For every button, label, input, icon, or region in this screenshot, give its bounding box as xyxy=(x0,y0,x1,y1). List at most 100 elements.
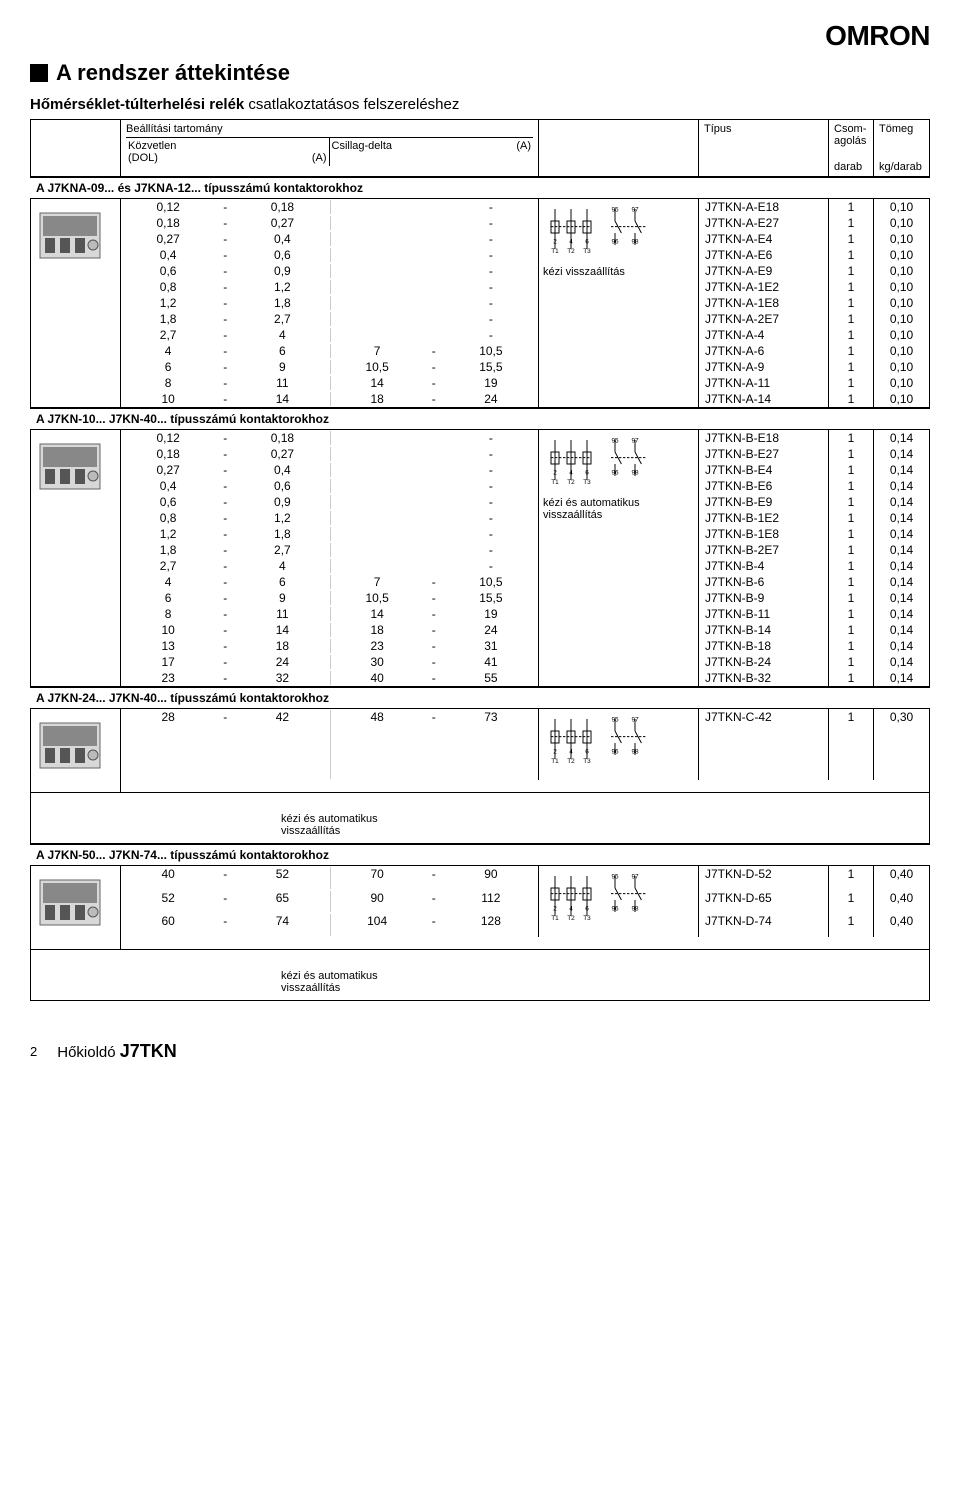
weight-cell: 0,14 xyxy=(874,670,929,686)
product-name: Hőkioldó J7TKN xyxy=(57,1041,177,1062)
weight-cell: 0,14 xyxy=(874,542,929,558)
weight-cell: 0,14 xyxy=(874,622,929,638)
pkg-cell: 1 xyxy=(829,542,874,558)
hdr-type: Típus xyxy=(699,120,829,176)
range-cell: 0,6-0,9- xyxy=(121,494,539,510)
brand-logo: OMRON xyxy=(30,20,930,52)
pkg-cell: 1 xyxy=(829,199,874,215)
range-cell: 0,27-0,4- xyxy=(121,231,539,247)
svg-text:T3: T3 xyxy=(583,915,591,922)
section-label: A J7KNA-09... és J7KNA-12... típusszámú … xyxy=(30,177,930,199)
section-label: A J7KN-10... J7KN-40... típusszámú konta… xyxy=(30,408,930,430)
weight-cell: 0,14 xyxy=(874,526,929,542)
type-cell: J7TKN-B-E4 xyxy=(699,462,829,478)
weight-cell: 0,10 xyxy=(874,391,929,407)
page-footer: 2 Hőkioldó J7TKN xyxy=(30,1041,930,1062)
svg-text:T2: T2 xyxy=(567,479,575,486)
svg-text:95: 95 xyxy=(611,437,619,444)
weight-cell: 0,10 xyxy=(874,343,929,359)
range-cell: 13-1823-31 xyxy=(121,638,539,654)
pkg-cell: 1 xyxy=(829,866,874,890)
pkg-cell: 1 xyxy=(829,343,874,359)
type-cell: J7TKN-B-1E2 xyxy=(699,510,829,526)
range-cell: 17-2430-41 xyxy=(121,654,539,670)
pkg-cell: 1 xyxy=(829,391,874,407)
weight-cell: 0,14 xyxy=(874,510,929,526)
section-label: A J7KN-24... J7KN-40... típusszámú konta… xyxy=(30,687,930,709)
table-header: Beállítási tartomány Közvetlen (DOL) (A)… xyxy=(30,119,930,177)
svg-text:98: 98 xyxy=(631,748,639,755)
pkg-cell: 1 xyxy=(829,215,874,231)
hdr-sd: Csillag-delta xyxy=(332,140,393,152)
hdr-wt: Tömeg xyxy=(879,123,924,135)
weight-cell: 0,14 xyxy=(874,462,929,478)
svg-text:T3: T3 xyxy=(583,479,591,486)
svg-text:T2: T2 xyxy=(567,758,575,765)
weight-cell: 0,14 xyxy=(874,446,929,462)
weight-cell: 0,10 xyxy=(874,311,929,327)
type-cell: J7TKN-A-E9 xyxy=(699,263,829,279)
pkg-cell: 1 xyxy=(829,446,874,462)
section-label: A J7KN-50... J7KN-74... típusszámú konta… xyxy=(30,844,930,866)
diagram-label-below: kézi és automatikus visszaállítás xyxy=(30,950,930,1001)
product-image-cell xyxy=(31,430,121,686)
type-cell: J7TKN-B-E18 xyxy=(699,430,829,446)
section-body: 0,12-0,18- 9597 246 9698 T1T2T3 kézi és … xyxy=(30,430,930,687)
hdr-wt-unit: kg/darab xyxy=(879,161,924,173)
product-image-cell xyxy=(31,866,121,949)
pkg-cell: 1 xyxy=(829,526,874,542)
range-cell: 0,4-0,6- xyxy=(121,478,539,494)
type-cell: J7TKN-B-1E8 xyxy=(699,526,829,542)
range-cell: 10-1418-24 xyxy=(121,622,539,638)
weight-cell: 0,10 xyxy=(874,263,929,279)
circuit-diagram: 9597 246 9698 T1T2T3 xyxy=(543,713,663,773)
type-cell: J7TKN-B-2E7 xyxy=(699,542,829,558)
type-cell: J7TKN-B-4 xyxy=(699,558,829,574)
svg-text:95: 95 xyxy=(611,206,619,213)
pkg-cell: 1 xyxy=(829,494,874,510)
pkg-cell: 1 xyxy=(829,359,874,375)
weight-cell: 0,30 xyxy=(874,709,929,780)
svg-text:6: 6 xyxy=(585,905,589,912)
type-cell: J7TKN-A-E6 xyxy=(699,247,829,263)
range-cell: 6-910,5-15,5 xyxy=(121,359,539,375)
type-cell: J7TKN-B-6 xyxy=(699,574,829,590)
svg-text:98: 98 xyxy=(631,469,639,476)
type-cell: J7TKN-B-18 xyxy=(699,638,829,654)
type-cell: J7TKN-B-11 xyxy=(699,606,829,622)
weight-cell: 0,10 xyxy=(874,375,929,391)
pkg-cell: 1 xyxy=(829,558,874,574)
type-cell: J7TKN-A-6 xyxy=(699,343,829,359)
type-cell: J7TKN-B-32 xyxy=(699,670,829,686)
svg-text:98: 98 xyxy=(631,238,639,245)
hdr-a2: (A) xyxy=(516,140,531,152)
page-number: 2 xyxy=(30,1044,37,1059)
range-cell: 4-67-10,5 xyxy=(121,574,539,590)
pkg-cell: 1 xyxy=(829,462,874,478)
svg-text:2: 2 xyxy=(553,469,557,476)
svg-text:2: 2 xyxy=(553,748,557,755)
svg-text:97: 97 xyxy=(631,206,639,213)
type-cell: J7TKN-A-4 xyxy=(699,327,829,343)
pkg-cell: 1 xyxy=(829,375,874,391)
section-body: 0,12-0,18- 9597 246 9698 T1T2T3 kézi vis… xyxy=(30,199,930,408)
svg-text:T2: T2 xyxy=(567,915,575,922)
type-cell: J7TKN-A-1E8 xyxy=(699,295,829,311)
svg-text:4: 4 xyxy=(569,905,573,912)
svg-text:96: 96 xyxy=(611,905,619,912)
pkg-cell: 1 xyxy=(829,247,874,263)
range-cell: 52-6590-112 xyxy=(121,890,539,914)
hdr-dol: Közvetlen (DOL) xyxy=(128,140,176,164)
type-cell: J7TKN-A-E27 xyxy=(699,215,829,231)
product-image-cell xyxy=(31,709,121,792)
title-bullet xyxy=(30,64,48,82)
svg-text:T3: T3 xyxy=(583,758,591,765)
range-cell: 1,8-2,7- xyxy=(121,311,539,327)
hdr-range: Beállítási tartomány xyxy=(126,123,533,138)
weight-cell: 0,14 xyxy=(874,494,929,510)
range-cell: 8-1114-19 xyxy=(121,375,539,391)
pkg-cell: 1 xyxy=(829,709,874,780)
range-cell: 23-3240-55 xyxy=(121,670,539,686)
pkg-cell: 1 xyxy=(829,327,874,343)
circuit-diagram: 9597 246 9698 T1T2T3 xyxy=(543,870,663,930)
